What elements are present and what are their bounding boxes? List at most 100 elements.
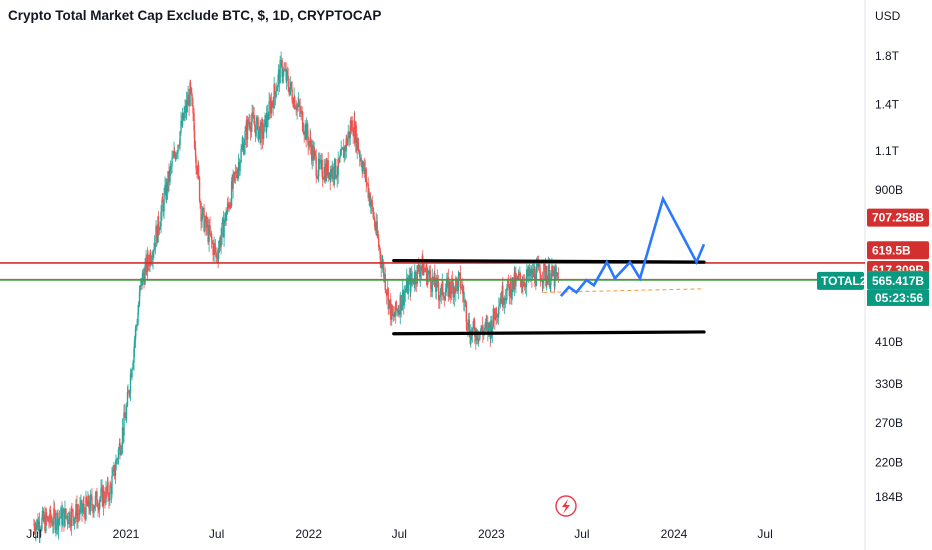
candle — [292, 97, 294, 109]
candle — [209, 216, 211, 235]
candle — [398, 305, 400, 315]
candle — [313, 147, 316, 159]
candle — [71, 502, 73, 512]
lightning-icon[interactable] — [555, 495, 577, 517]
x-tick-label: 2021 — [113, 527, 140, 541]
candle — [265, 105, 268, 139]
candle — [183, 106, 185, 122]
candle — [256, 115, 258, 130]
candle — [123, 404, 125, 443]
candle — [253, 107, 255, 125]
candle — [424, 267, 426, 273]
candle — [92, 503, 94, 518]
current-price-tag[interactable]: TOTAL2 565.417B 05:23:56 — [817, 271, 929, 306]
candle — [451, 270, 453, 284]
candle — [69, 516, 72, 531]
levels-layer — [0, 262, 865, 281]
candle — [198, 175, 201, 203]
candle — [430, 277, 432, 298]
candle — [536, 255, 539, 273]
candle — [277, 64, 280, 85]
candle — [475, 327, 478, 345]
candle — [493, 307, 496, 319]
candle — [392, 305, 394, 322]
candle — [108, 492, 110, 509]
candle — [323, 158, 325, 184]
candle — [312, 140, 314, 167]
candle — [400, 294, 402, 318]
current-symbol: TOTAL2 — [821, 274, 867, 288]
candle — [370, 195, 372, 214]
candle — [402, 280, 404, 307]
candle — [481, 316, 484, 332]
candle — [462, 278, 464, 303]
candle — [121, 418, 124, 454]
candle — [221, 216, 224, 225]
candle — [534, 266, 536, 287]
candle — [125, 402, 128, 424]
candle — [376, 214, 378, 238]
candle — [273, 76, 275, 109]
candle — [58, 510, 61, 525]
candle — [167, 171, 169, 194]
candle — [240, 144, 242, 164]
candle — [76, 495, 78, 529]
channel-line[interactable] — [392, 258, 706, 264]
channel-line[interactable] — [392, 330, 706, 336]
candle — [308, 140, 310, 151]
candle — [48, 515, 50, 529]
candle — [139, 285, 141, 297]
candle — [467, 313, 470, 332]
candle — [408, 267, 410, 285]
svg-text:707.258B: 707.258B — [872, 211, 924, 225]
candle — [201, 205, 204, 220]
candle — [303, 131, 305, 143]
candle — [352, 127, 354, 144]
candle — [80, 494, 82, 514]
candle — [350, 116, 352, 135]
candle — [165, 178, 168, 204]
candle — [56, 510, 58, 535]
candle — [252, 105, 254, 119]
candle — [41, 506, 44, 521]
candle — [435, 274, 437, 300]
projection-path[interactable] — [559, 195, 706, 297]
candle — [471, 327, 474, 343]
forecast-dashed-line[interactable] — [543, 288, 705, 293]
candle — [226, 197, 229, 215]
candle — [63, 508, 65, 532]
candle — [396, 307, 398, 317]
current-price-value: 565.417B — [872, 274, 924, 288]
candle — [77, 504, 79, 529]
candle — [112, 465, 114, 477]
x-tick-label: Jul — [392, 527, 407, 541]
candle — [52, 517, 54, 535]
candle — [67, 520, 69, 524]
candle — [539, 268, 542, 287]
candle — [349, 119, 351, 146]
candle — [35, 522, 37, 542]
candle — [268, 92, 270, 120]
candle — [247, 117, 249, 127]
candle — [503, 295, 506, 315]
candle — [522, 275, 524, 295]
candle — [77, 503, 80, 523]
candle — [328, 172, 330, 180]
candle — [456, 279, 459, 294]
candle — [207, 217, 209, 245]
candle — [446, 272, 448, 296]
candle — [438, 282, 440, 309]
candle — [40, 525, 42, 537]
candle — [245, 115, 248, 148]
candle — [179, 130, 181, 151]
candle — [552, 265, 555, 277]
candle — [339, 149, 341, 159]
candles-layer — [33, 51, 560, 543]
candle — [105, 480, 107, 506]
candle — [288, 78, 290, 97]
candle — [117, 446, 120, 465]
candle — [83, 495, 85, 518]
candle — [196, 165, 198, 179]
